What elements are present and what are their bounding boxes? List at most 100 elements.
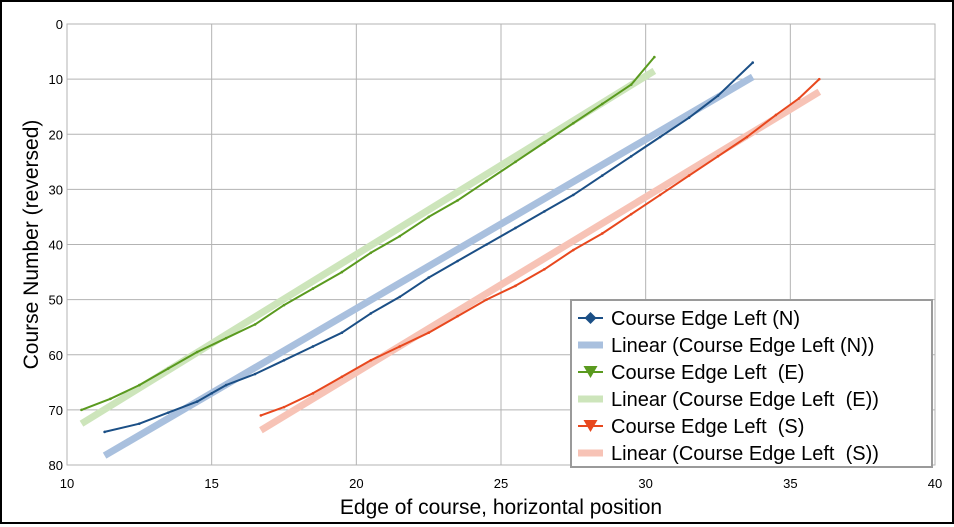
- data-point: [797, 97, 801, 100]
- x-tick-label: 35: [783, 476, 797, 491]
- data-point: [195, 350, 199, 354]
- legend-label: Linear (Course Edge Left (E)): [611, 389, 879, 411]
- y-tick-label: 70: [49, 403, 63, 418]
- data-point: [253, 323, 257, 326]
- data-point: [629, 155, 633, 158]
- x-tick-label: 20: [349, 476, 363, 491]
- y-tick-label: 60: [49, 348, 63, 363]
- x-tick-label: 30: [638, 476, 652, 491]
- y-tick-label: 30: [49, 182, 63, 197]
- data-point: [745, 135, 749, 139]
- data-point: [485, 179, 488, 183]
- data-point: [514, 226, 517, 230]
- data-point: [485, 243, 488, 246]
- data-point: [774, 113, 778, 117]
- data-point: [629, 212, 633, 216]
- y-tick-label: 10: [49, 72, 63, 87]
- data-point: [543, 141, 546, 144]
- data-point: [572, 248, 575, 252]
- data-point: [311, 345, 315, 348]
- series-line-0: [104, 61, 754, 433]
- data-point: [166, 411, 170, 414]
- plot-area-border: [66, 23, 936, 466]
- y-tick-label: 20: [49, 127, 63, 142]
- y-axis-ticks: 0 10 20 30 40 50 60 70 80: [49, 17, 63, 473]
- legend-triangle-marker: [583, 366, 598, 378]
- data-point: [195, 400, 199, 403]
- data-point: [166, 367, 170, 370]
- data-point: [456, 199, 459, 202]
- data-point: [572, 121, 575, 125]
- data-point: [259, 414, 263, 417]
- data-point: [340, 375, 344, 379]
- data-point: [427, 331, 430, 335]
- data-point: [369, 251, 373, 255]
- legend: Course Edge Left (N) Linear (Course Edge …: [570, 299, 933, 468]
- data-point: [629, 83, 633, 86]
- data-point: [456, 259, 459, 263]
- data-point: [600, 232, 604, 235]
- data-point: [369, 312, 373, 315]
- y-axis-label: Course Number (reversed): [20, 120, 43, 370]
- legend-diamond-marker: [584, 312, 597, 324]
- trendline-3: [79, 67, 657, 427]
- x-tick-label: 25: [494, 476, 508, 491]
- y-tick-label: 50: [49, 293, 63, 308]
- data-point: [716, 155, 720, 158]
- data-point: [398, 234, 402, 238]
- x-tick-label: 40: [928, 476, 942, 491]
- legend-triangle-marker: [583, 420, 598, 432]
- data-point: [103, 430, 106, 434]
- data-point: [282, 358, 286, 362]
- data-point: [210, 392, 213, 395]
- data-point: [138, 383, 141, 387]
- y-tick-label: 0: [56, 17, 63, 32]
- legend-box: [570, 299, 933, 468]
- legend-label: Course Edge Left (E): [611, 362, 804, 384]
- data-point: [514, 284, 517, 288]
- data-point: [138, 422, 141, 425]
- data-point: [282, 405, 286, 409]
- data-point: [658, 193, 662, 197]
- data-point: [224, 383, 228, 387]
- trendline-5: [259, 88, 822, 434]
- data-point: [340, 270, 344, 274]
- x-tick-label: 15: [204, 476, 218, 491]
- data-point: [456, 314, 459, 318]
- series-lines: [79, 55, 822, 459]
- legend-label: Course Edge Left (S): [611, 416, 804, 438]
- legend-label: Course Edge Left (N): [611, 308, 800, 330]
- legend-label: Linear (Course Edge Left (S)): [611, 443, 879, 465]
- data-point: [600, 102, 604, 106]
- data-point: [311, 287, 315, 290]
- data-point: [427, 215, 430, 219]
- data-point: [398, 345, 402, 348]
- y-tick-label: 80: [49, 458, 63, 473]
- data-point: [427, 276, 430, 279]
- data-point: [253, 372, 257, 376]
- data-point: [716, 94, 720, 97]
- data-point: [80, 408, 83, 412]
- data-point: [340, 331, 344, 335]
- data-point: [485, 298, 488, 301]
- data-point: [600, 174, 604, 177]
- data-point: [514, 160, 517, 164]
- data-point: [687, 174, 691, 177]
- data-point: [572, 193, 575, 197]
- data-point: [543, 268, 546, 271]
- legend-label: Linear (Course Edge Left (N)): [611, 335, 874, 357]
- data-point: [817, 77, 821, 81]
- data-point: [653, 55, 656, 59]
- y-tick-label: 40: [49, 238, 63, 253]
- data-point: [543, 210, 546, 213]
- data-point: [751, 61, 755, 64]
- data-point: [658, 135, 662, 139]
- data-point: [398, 295, 402, 299]
- series-line-2: [81, 56, 656, 411]
- data-point: [224, 336, 228, 340]
- x-axis-ticks: 10 15 20 25 30 35 40: [60, 476, 942, 491]
- data-point: [109, 397, 112, 401]
- data-point: [282, 303, 286, 307]
